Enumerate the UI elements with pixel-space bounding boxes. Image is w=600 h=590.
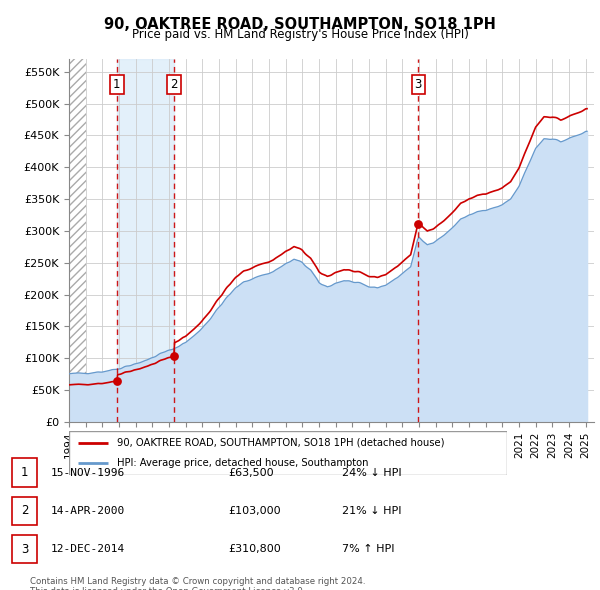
Text: 90, OAKTREE ROAD, SOUTHAMPTON, SO18 1PH (detached house): 90, OAKTREE ROAD, SOUTHAMPTON, SO18 1PH … <box>117 438 445 448</box>
Point <box>169 352 179 361</box>
Text: 24% ↓ HPI: 24% ↓ HPI <box>342 468 401 477</box>
Text: 7% ↑ HPI: 7% ↑ HPI <box>342 545 395 554</box>
Text: 21% ↓ HPI: 21% ↓ HPI <box>342 506 401 516</box>
Text: Price paid vs. HM Land Registry's House Price Index (HPI): Price paid vs. HM Land Registry's House … <box>131 28 469 41</box>
Text: 12-DEC-2014: 12-DEC-2014 <box>51 545 125 554</box>
Text: 2: 2 <box>21 504 28 517</box>
Text: 15-NOV-1996: 15-NOV-1996 <box>51 468 125 477</box>
Text: £310,800: £310,800 <box>228 545 281 554</box>
Point <box>413 219 423 229</box>
Text: £103,000: £103,000 <box>228 506 281 516</box>
Text: 3: 3 <box>21 543 28 556</box>
Text: HPI: Average price, detached house, Southampton: HPI: Average price, detached house, Sout… <box>117 458 368 468</box>
Point <box>112 376 122 386</box>
Bar <box>69 59 86 422</box>
Text: £63,500: £63,500 <box>228 468 274 477</box>
Text: 1: 1 <box>113 78 121 91</box>
Bar <box>117 59 174 422</box>
Text: 3: 3 <box>415 78 422 91</box>
Text: 2: 2 <box>170 78 178 91</box>
Text: 1: 1 <box>21 466 28 479</box>
Text: 90, OAKTREE ROAD, SOUTHAMPTON, SO18 1PH: 90, OAKTREE ROAD, SOUTHAMPTON, SO18 1PH <box>104 17 496 31</box>
Text: 14-APR-2000: 14-APR-2000 <box>51 506 125 516</box>
Text: Contains HM Land Registry data © Crown copyright and database right 2024.
This d: Contains HM Land Registry data © Crown c… <box>30 577 365 590</box>
